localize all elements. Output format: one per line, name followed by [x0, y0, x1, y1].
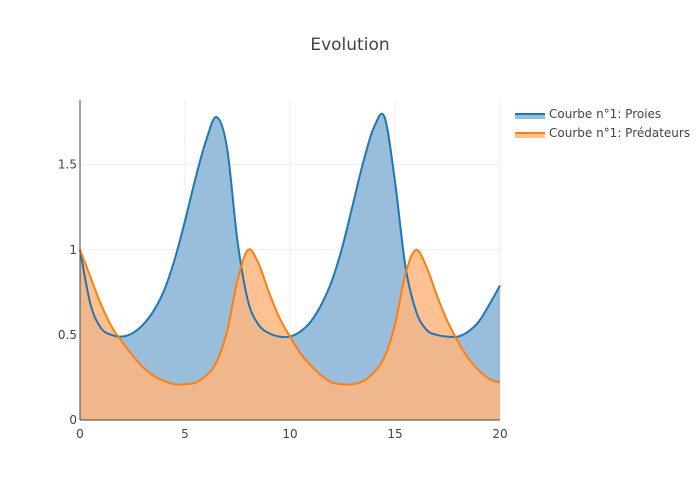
x-tick-label: 10: [282, 427, 297, 441]
y-tick-label: 0: [69, 413, 77, 427]
y-tick-label: 1: [69, 243, 77, 257]
legend-swatch-fill: [515, 114, 545, 119]
legend-item-2[interactable]: Courbe n°1: Prédateurs: [515, 126, 690, 140]
series-lines: [79, 112, 501, 386]
x-tick-label: 15: [387, 427, 402, 441]
x-tick-label: 5: [181, 427, 189, 441]
tick-labels: 0 5 10 15 20 0 0.5 1 1.5: [58, 158, 508, 441]
series-areas: [80, 113, 500, 420]
series-area-2: [80, 249, 500, 420]
legend-swatch-fill: [515, 133, 545, 138]
axes: [79, 100, 500, 421]
y-tick-label: 0.5: [58, 328, 77, 342]
legend-item-1[interactable]: Courbe n°1: Proies: [515, 107, 661, 121]
x-tick-label: 20: [492, 427, 507, 441]
legend-label: Courbe n°1: Prédateurs: [549, 126, 690, 140]
legend[interactable]: Courbe n°1: Proies Courbe n°1: Prédateurs: [515, 107, 690, 140]
y-tick-label: 1.5: [58, 158, 77, 172]
series-line-2: [79, 248, 501, 386]
legend-label: Courbe n°1: Proies: [549, 107, 661, 121]
x-tick-label: 0: [76, 427, 84, 441]
chart-title: Evolution: [310, 35, 389, 55]
